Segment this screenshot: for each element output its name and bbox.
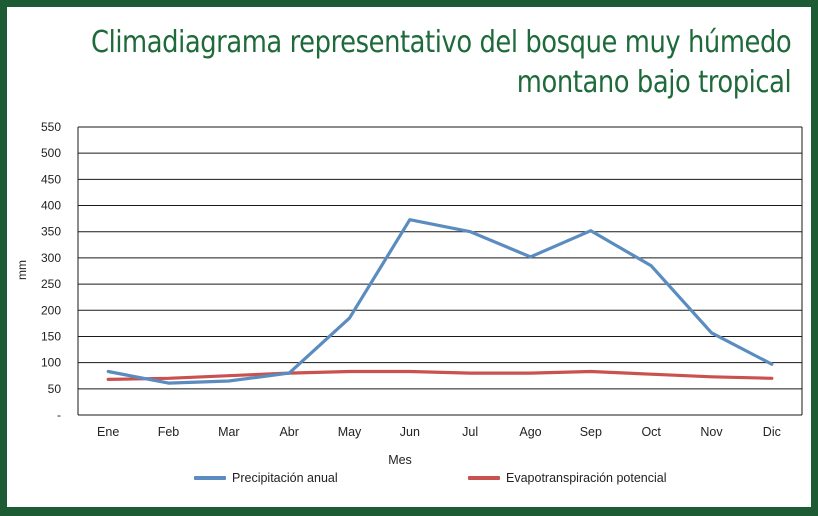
y-tick-label: 100 [41,356,61,370]
chart-title-line-2: montano bajo tropical [516,65,791,100]
y-tick-label: 150 [41,329,61,343]
y-tick-label: 50 [48,382,62,396]
x-tick-label: May [338,425,362,439]
x-tick-label: Ene [97,425,119,439]
legend-label-precipitacion: Precipitación anual [232,471,338,485]
x-tick-label: Oct [641,425,661,439]
y-tick-label: 400 [41,199,61,213]
chart-frame: Climadiagrama representativo del bosque … [7,7,811,507]
series-line [106,218,774,385]
grid-lines [77,126,803,416]
y-tick-label: 550 [41,120,61,134]
y-axis-ticks: - 50 100 150 200 250 300 350 400 450 500 550 [41,120,61,422]
series-line [106,369,774,381]
chart-title-line-1: Climadiagrama representativo del bosque … [90,25,792,60]
legend-label-evapotranspiracion: Evapotranspiración potencial [506,471,667,485]
x-tick-label: Jul [462,425,478,439]
legend-swatch-evapotranspiracion [468,476,500,480]
x-axis-label: Mes [388,453,412,467]
x-tick-label: Feb [158,425,180,439]
chart-title: Climadiagrama representativo del bosque … [90,23,792,103]
legend-item-precipitacion: Precipitación anual [194,470,338,486]
y-axis-label: mm [15,260,29,280]
x-tick-label: Jun [400,425,420,439]
series-lines [106,218,774,385]
x-tick-label: Mar [218,425,240,439]
y-tick-label: 200 [41,303,61,317]
y-tick-label: 300 [41,251,61,265]
x-tick-label: Abr [279,425,298,439]
y-tick-label: 250 [41,277,61,291]
x-tick-label: Dic [763,425,781,439]
x-tick-label: Sep [580,425,602,439]
legend-item-evapotranspiracion: Evapotranspiración potencial [468,470,667,486]
y-tick-label: - [57,408,61,422]
y-tick-label: 350 [41,225,61,239]
y-tick-label: 500 [41,146,61,160]
legend-swatch-precipitacion [194,476,226,480]
y-tick-label: 450 [41,172,61,186]
x-tick-label: Nov [700,425,723,439]
x-tick-label: Ago [519,425,541,439]
x-axis-ticks: Ene Feb Mar Abr May Jun Jul Ago Sep Oct Nov Dic [97,425,781,439]
